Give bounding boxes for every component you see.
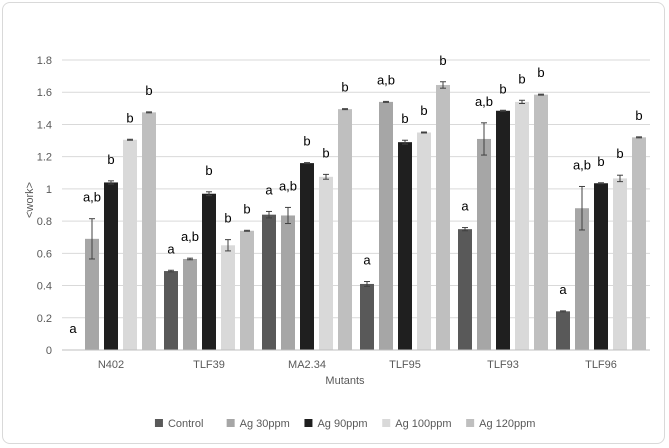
bar <box>458 229 472 350</box>
significance-label: b <box>243 201 250 216</box>
legend-swatch <box>226 419 235 427</box>
bar <box>338 109 352 350</box>
x-axis: N402 TLF39 MA2.34 TLF95 TLF93 TLF96 <box>62 349 650 371</box>
significance-label: a,b <box>573 157 591 172</box>
bar <box>262 214 276 350</box>
y-tick-label: 1.4 <box>37 119 52 131</box>
bar <box>613 178 627 350</box>
legend-swatch <box>466 419 475 427</box>
significance-label: a <box>461 199 469 214</box>
bar <box>632 137 646 350</box>
x-tick-label: TLF39 <box>193 359 225 371</box>
significance-label: b <box>205 163 212 178</box>
legend-label: Control <box>168 418 203 430</box>
legend-swatch <box>382 419 391 427</box>
bar <box>360 283 374 350</box>
bar <box>240 230 254 350</box>
bar <box>183 258 197 350</box>
significance-label: b <box>518 71 525 86</box>
bar <box>398 142 412 350</box>
y-tick-label: 1.8 <box>37 55 52 67</box>
legend-label: Ag 30ppm <box>240 418 290 430</box>
bar <box>202 193 216 350</box>
significance-label: b <box>224 211 231 226</box>
significance-label: b <box>439 53 446 68</box>
significance-label: a,b <box>279 178 297 193</box>
legend: Control Ag 30ppm Ag 90ppm Ag 100ppm Ag 120pp… <box>154 418 535 430</box>
bar <box>575 208 589 350</box>
bar <box>556 311 570 350</box>
bar <box>534 94 548 350</box>
significance-label: b <box>145 83 152 98</box>
x-tick-label: TLF96 <box>585 359 617 371</box>
y-tick-label: 0 <box>46 345 52 357</box>
legend-swatch <box>304 419 313 427</box>
bar <box>496 110 510 350</box>
y-tick-label: 1 <box>46 184 52 196</box>
x-tick-label: N402 <box>98 359 124 371</box>
x-axis-title: Mutants <box>325 375 365 387</box>
bar <box>300 163 314 350</box>
significance-label: a <box>265 182 273 197</box>
bar <box>164 271 178 350</box>
significance-label: b <box>126 110 133 125</box>
bar <box>104 182 118 350</box>
significance-label: a <box>559 282 567 297</box>
bar <box>142 112 156 350</box>
x-tick-label: TLF93 <box>487 359 519 371</box>
significance-label: a <box>69 321 77 336</box>
legend-label: Ag 100ppm <box>395 418 451 430</box>
significance-label: b <box>341 80 348 95</box>
significance-label: b <box>616 146 623 161</box>
bar <box>319 176 333 350</box>
bar <box>281 215 295 350</box>
x-tick-label: TLF95 <box>389 359 421 371</box>
bar <box>417 132 431 350</box>
y-tick-label: 1.6 <box>37 87 52 99</box>
y-tick-label: 0.2 <box>37 313 52 325</box>
bar <box>85 238 99 350</box>
significance-label: a <box>167 241 175 256</box>
y-axis-ticks: 0 0.2 0.4 0.6 0.8 1 1.2 1.4 1.6 1.8 <box>37 55 52 357</box>
significance-label: a,b <box>475 94 493 109</box>
legend-swatch <box>154 419 163 427</box>
y-tick-label: 1.2 <box>37 152 52 164</box>
bar <box>436 84 450 350</box>
significance-label: b <box>420 103 427 118</box>
significance-label: b <box>537 65 544 80</box>
significance-label: b <box>107 152 114 167</box>
significance-label: a,b <box>377 72 395 87</box>
bar <box>477 138 491 350</box>
bar <box>379 101 393 350</box>
significance-label: b <box>499 81 506 96</box>
significance-label: a,b <box>83 190 101 205</box>
legend-label: Ag 120ppm <box>479 418 535 430</box>
significance-label: b <box>635 108 642 123</box>
significance-label: b <box>322 145 329 160</box>
significance-label: a <box>363 253 371 268</box>
y-tick-label: 0.4 <box>37 281 52 293</box>
bar <box>221 245 235 350</box>
bar <box>515 101 529 350</box>
bar <box>123 139 137 350</box>
legend-label: Ag 90ppm <box>317 418 367 430</box>
y-axis-title: <work> <box>24 182 36 218</box>
y-tick-label: 0.6 <box>37 248 52 260</box>
x-tick-label: MA2.34 <box>288 359 326 371</box>
significance-label: b <box>401 111 408 126</box>
significance-label: a,b <box>181 229 199 244</box>
bar <box>594 183 608 350</box>
significance-label: b <box>597 154 604 169</box>
y-tick-label: 0.8 <box>37 216 52 228</box>
significance-label: b <box>303 134 310 149</box>
